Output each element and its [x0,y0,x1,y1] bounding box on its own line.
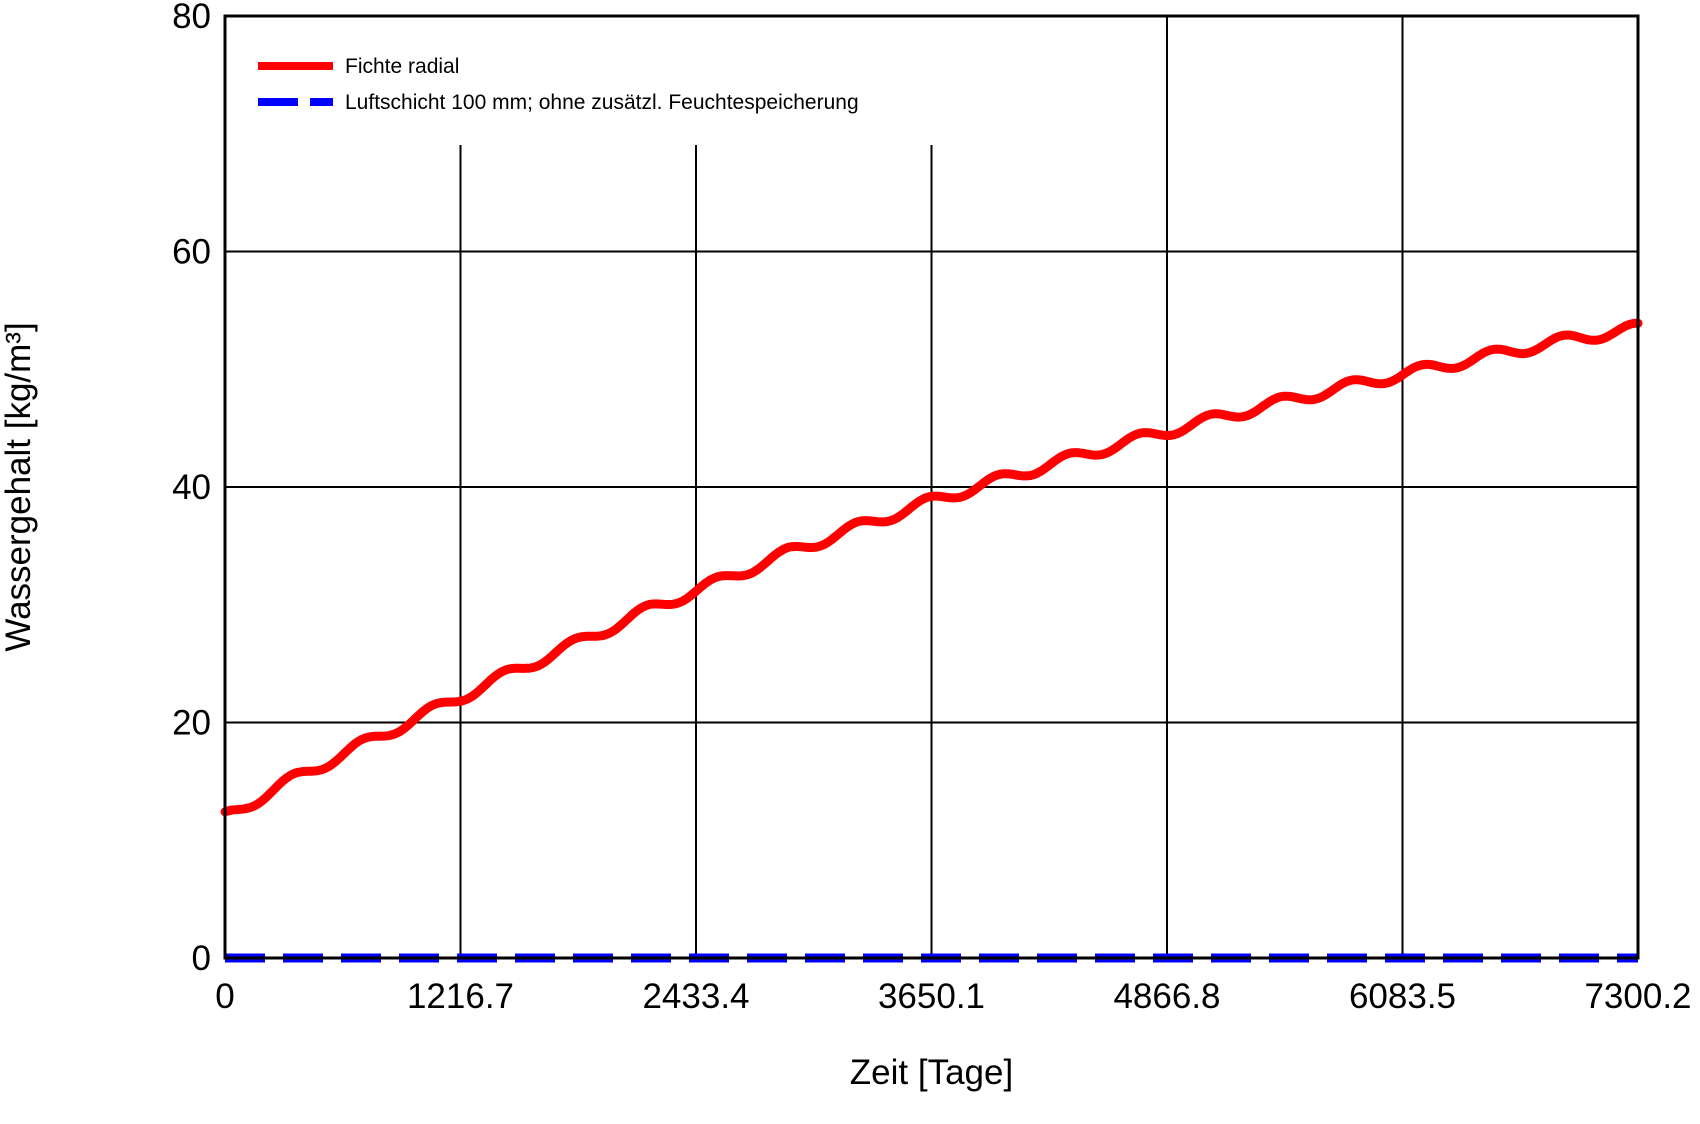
y-tick-label: 0 [192,939,211,978]
grid [225,16,1638,958]
x-axis-label: Zeit [Tage] [850,1053,1013,1092]
x-tick-label: 2433.4 [642,977,749,1016]
x-tick-label: 0 [215,977,234,1016]
y-axis-label: Wassergehalt [kg/m³] [0,322,38,651]
x-tick-label: 3650.1 [878,977,985,1016]
legend-label-1: Luftschicht 100 mm; ohne zusätzl. Feucht… [345,91,859,114]
y-tick-label: 20 [172,704,211,743]
x-tick-label: 4866.8 [1113,977,1220,1016]
x-tick-label: 1216.7 [407,977,514,1016]
legend: Fichte radial Luftschicht 100 mm; ohne zu… [258,55,859,114]
y-tick-label: 80 [172,0,211,36]
y-tick-label: 40 [172,468,211,507]
legend-label-0: Fichte radial [345,55,459,78]
series-line-0 [220,318,1643,817]
x-tick-label: 7300.2 [1584,977,1691,1016]
y-tick-label: 60 [172,233,211,272]
plot-frame [223,14,1640,960]
x-tick-label: 6083.5 [1349,977,1456,1016]
tick-labels: 0 1216.7 2433.4 3650.1 4866.8 6083.5 7300.2 0 20… [172,0,1691,1016]
